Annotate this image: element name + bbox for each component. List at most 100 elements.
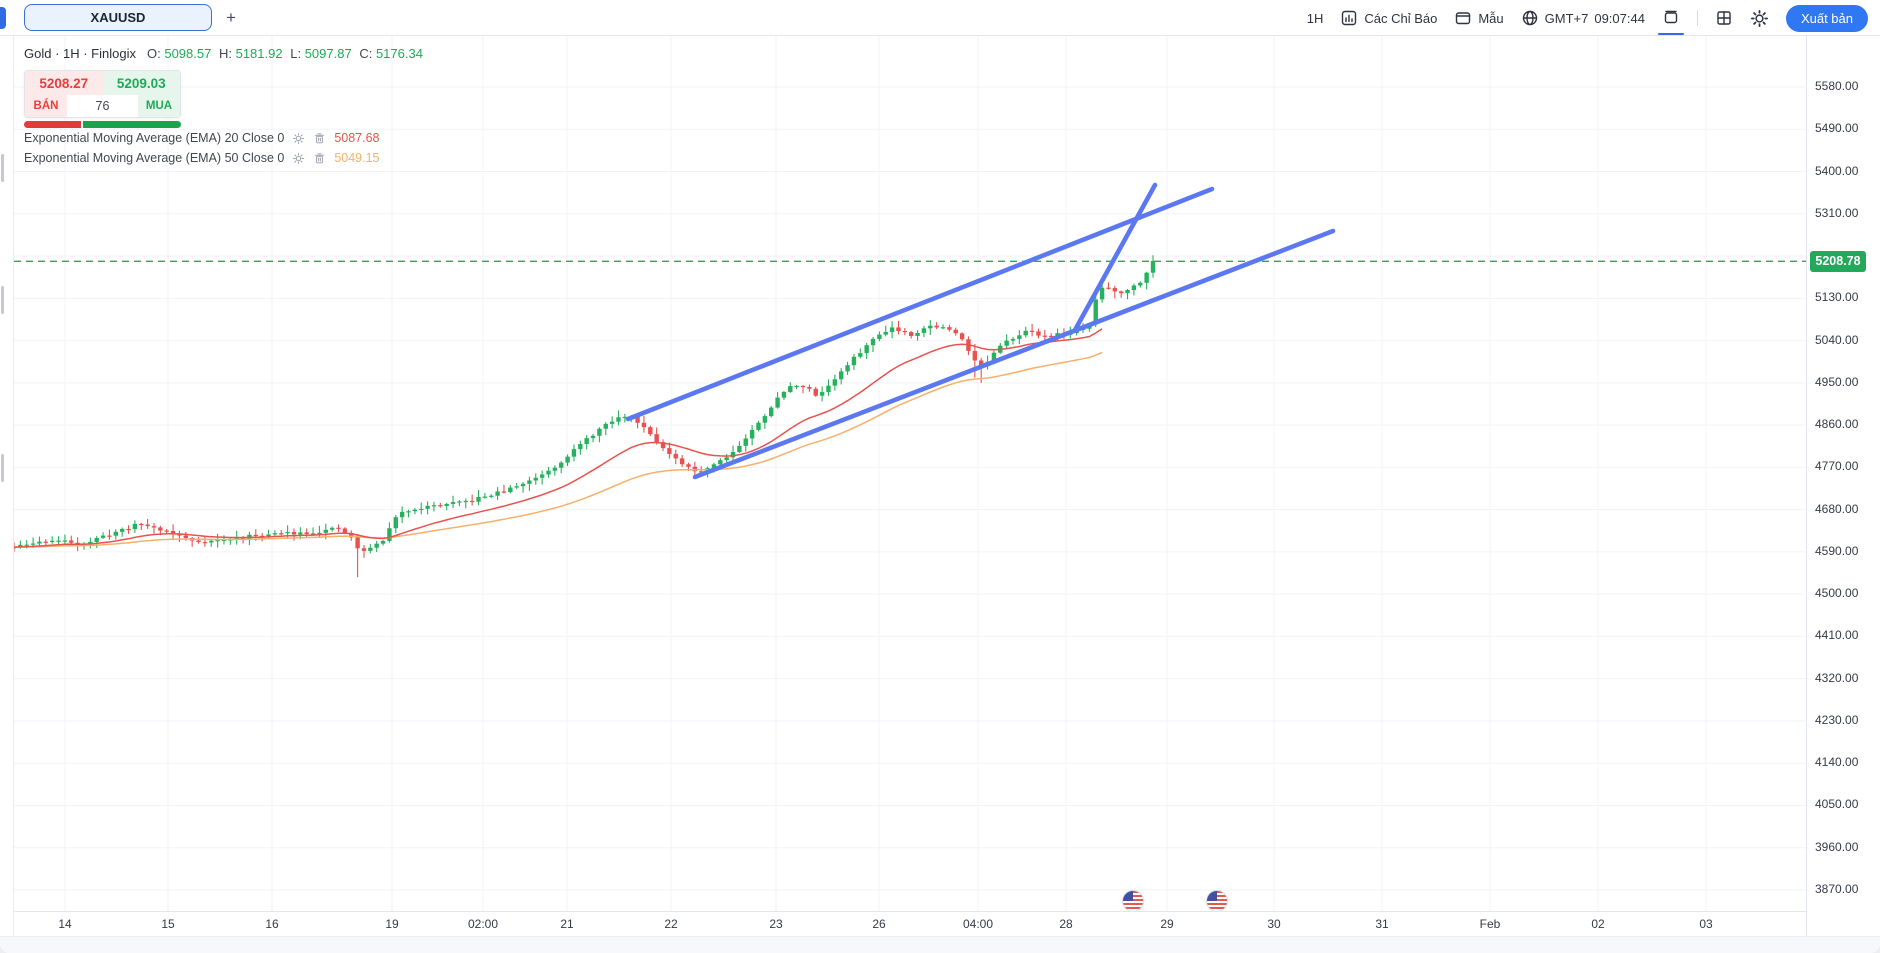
- screenshot-button[interactable]: [1657, 8, 1684, 35]
- price-tick-label: 5130.00: [1815, 290, 1859, 305]
- interval-label: 1H: [1306, 10, 1324, 26]
- indicator-settings-icon[interactable]: [292, 152, 305, 165]
- layout-grid-button[interactable]: [1715, 9, 1733, 27]
- price-tick-label: 4320.00: [1815, 670, 1859, 685]
- timezone-button[interactable]: GMT+7 09:07:44: [1521, 9, 1645, 27]
- price-tick-label: 5490.00: [1815, 121, 1859, 136]
- time-tick-label: 22: [664, 917, 678, 931]
- buy-price[interactable]: 5209.03: [102, 71, 180, 95]
- trend-line[interactable]: [625, 186, 1215, 422]
- price-tick-label: 4590.00: [1815, 543, 1859, 558]
- time-tick-label: 19: [385, 917, 399, 931]
- templates-button[interactable]: Mẫu: [1454, 9, 1504, 27]
- indicators-button[interactable]: Các Chỉ Báo: [1340, 9, 1437, 27]
- rail-mark: [1, 454, 4, 482]
- low-value: 5097.87: [304, 46, 352, 61]
- gear-icon: [1750, 9, 1769, 28]
- layout-grid-icon: [1715, 9, 1733, 27]
- time-tick-label: 04:00: [962, 917, 994, 931]
- economic-event-us-flag-icon[interactable]: [1122, 890, 1144, 912]
- candles: [11, 255, 1156, 578]
- price-tick-label: 5400.00: [1815, 163, 1859, 178]
- close-value: 5176.34: [375, 46, 423, 61]
- rail-mark: [1, 154, 4, 182]
- indicator-name: Exponential Moving Average (EMA) 20 Clos…: [24, 131, 285, 145]
- time-tick-label: Feb: [1479, 917, 1501, 931]
- indicator-settings-icon[interactable]: [292, 132, 305, 145]
- sentiment-bar: [24, 121, 181, 128]
- sell-button[interactable]: BÁN: [25, 95, 67, 117]
- screenshot-icon: [1662, 8, 1680, 26]
- economic-event-us-flag-icon[interactable]: [1206, 890, 1228, 912]
- bottom-strip: [0, 936, 1880, 953]
- indicator-delete-icon[interactable]: [313, 152, 326, 165]
- indicator-row-ema20: Exponential Moving Average (EMA) 20 Clos…: [24, 129, 380, 147]
- left-rail: [0, 36, 14, 936]
- price-axis[interactable]: 5208.78 5580.00 5490.00 5400.00 5310.00 5130…: [1806, 36, 1880, 936]
- sell-price[interactable]: 5208.27: [25, 71, 103, 95]
- price-tick-label: 4680.00: [1815, 501, 1859, 516]
- time-tick-label: 31: [1375, 917, 1389, 931]
- indicator-value: 5049.15: [334, 151, 380, 165]
- trend-line[interactable]: [1072, 182, 1158, 333]
- price-tick-label: 4140.00: [1815, 755, 1859, 770]
- price-tick-label: 3960.00: [1815, 839, 1859, 854]
- time-axis[interactable]: 14 15 16 19 02:00 21 22 23 26 04:00 28 29 30 31 Feb 02 0…: [0, 911, 1806, 936]
- add-tab-button[interactable]: +: [226, 7, 236, 27]
- price-tick-label: 4230.00: [1815, 712, 1859, 727]
- buy-button[interactable]: MUA: [138, 95, 180, 117]
- price-tick-label: 5040.00: [1815, 332, 1859, 347]
- open-value: 5098.57: [164, 46, 212, 61]
- price-tick-label: 3870.00: [1815, 882, 1859, 896]
- time-tick-label: 29: [1160, 917, 1174, 931]
- indicator-delete-icon[interactable]: [313, 132, 326, 145]
- collapsed-panel-handle[interactable]: [0, 7, 6, 29]
- price-tick-label: 4050.00: [1815, 797, 1859, 812]
- trend-lines: [625, 182, 1336, 480]
- indicators-label: Các Chỉ Báo: [1364, 10, 1438, 26]
- price-tick-label: 4410.00: [1815, 628, 1859, 643]
- templates-label: Mẫu: [1478, 10, 1504, 26]
- time-tick-label: 28: [1059, 917, 1073, 931]
- chart-legend: Gold · 1H · Finlogix O: 5098.57 H: 5181.…: [24, 45, 423, 62]
- chart-title: Gold · 1H · Finlogix: [24, 46, 136, 61]
- time-tick-label: 21: [560, 917, 574, 931]
- time-tick-label: 23: [769, 917, 783, 931]
- indicator-name: Exponential Moving Average (EMA) 50 Clos…: [24, 151, 285, 165]
- price-tick-label: 4770.00: [1815, 459, 1859, 474]
- ema-lines: [13, 328, 1103, 548]
- indicators-icon: [1340, 9, 1358, 27]
- interval-button[interactable]: 1H: [1307, 11, 1324, 26]
- price-tick-label: 4860.00: [1815, 417, 1859, 432]
- ema20-line[interactable]: [13, 328, 1103, 548]
- timezone-label: GMT+7: [1544, 10, 1589, 26]
- price-tick-label: 5310.00: [1815, 205, 1859, 220]
- globe-icon: [1521, 9, 1539, 27]
- active-tool-underline: [1657, 32, 1684, 35]
- publish-button[interactable]: Xuất bản: [1785, 4, 1868, 32]
- time-tick-label: 30: [1267, 917, 1281, 931]
- time-tick-label: 02: [1591, 917, 1605, 931]
- top-toolbar: XAUUSD + 1H Các Chỉ Báo: [0, 0, 1880, 36]
- buy-ratio-segment: [82, 121, 181, 128]
- clock-label: 09:07:44: [1594, 10, 1645, 26]
- indicator-value: 5087.68: [334, 131, 380, 145]
- open-label: O:: [146, 46, 161, 61]
- symbol-tab-xauusd[interactable]: XAUUSD: [24, 4, 212, 31]
- price-tick-label: 4500.00: [1815, 586, 1859, 601]
- price-tick-label: 5580.00: [1815, 79, 1859, 93]
- rail-mark: [1, 286, 4, 314]
- settings-button[interactable]: [1750, 9, 1769, 28]
- toolbar-divider: [1696, 10, 1698, 26]
- time-tick-label: 14: [58, 917, 72, 931]
- ema50-line[interactable]: [13, 351, 1103, 548]
- grid-lines: [14, 36, 1806, 911]
- current-price-tag: 5208.78: [1810, 250, 1866, 272]
- time-tick-label: 03: [1699, 917, 1713, 931]
- high-label: H:: [218, 46, 232, 61]
- high-value: 5181.92: [235, 46, 283, 61]
- trend-line[interactable]: [692, 228, 1336, 480]
- low-label: L:: [290, 46, 302, 61]
